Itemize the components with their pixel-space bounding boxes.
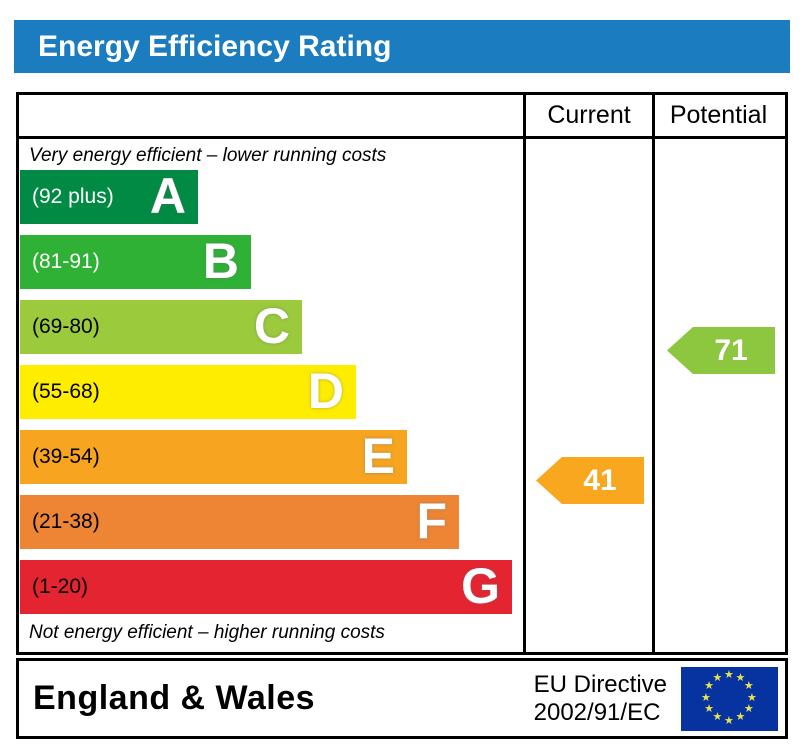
- title-bar: Energy Efficiency Rating: [14, 20, 790, 73]
- eu-star-icon: ★: [743, 680, 754, 692]
- eu-directive-line1: EU Directive: [533, 670, 667, 698]
- page-title: Energy Efficiency Rating: [38, 29, 392, 63]
- band-letter-D: D: [307, 363, 344, 419]
- potential-rating-arrow: 71: [667, 327, 775, 374]
- band-letter-G: G: [461, 558, 500, 614]
- current-rating-arrow-value: 41: [583, 463, 617, 497]
- eu-star-icon: ★: [735, 711, 746, 724]
- band-range-label-B: (81-91): [32, 250, 100, 273]
- band-letter-A: A: [149, 168, 186, 224]
- eu-star-icon: ★: [704, 703, 714, 715]
- band-range-label-G: (1-20): [32, 575, 89, 598]
- column-divider-current: [523, 95, 526, 652]
- band-row-E: (39-54) E: [20, 430, 407, 484]
- band-row-F: (21-38) F: [20, 495, 459, 549]
- bottom-note: Not energy efficient – higher running co…: [29, 622, 385, 643]
- rating-table-inner: Current Potential Very energy efficient …: [19, 95, 785, 652]
- eu-directive-line2: 2002/91/EC: [533, 698, 661, 726]
- eu-star-icon: ★: [735, 671, 746, 684]
- eu-star-icon: ★: [743, 703, 754, 715]
- region-label: England & Wales: [33, 679, 316, 717]
- band-range-label-C: (69-80): [32, 315, 100, 338]
- band-letter-F: F: [416, 493, 447, 549]
- rating-table: Current Potential Very energy efficient …: [16, 92, 788, 655]
- band-letter-C: C: [253, 298, 290, 354]
- column-divider-potential: [652, 95, 655, 652]
- band-range-label-A: (92 plus): [32, 185, 114, 208]
- table-header-row: [19, 95, 785, 139]
- eu-star-icon: ★: [701, 691, 711, 704]
- eu-star-icon: ★: [712, 671, 723, 684]
- top-note: Very energy efficient – lower running co…: [29, 145, 387, 166]
- potential-rating-arrow-value: 71: [714, 333, 748, 367]
- eu-star-icon: ★: [724, 714, 734, 727]
- band-row-C: (69-80) C: [20, 300, 302, 354]
- eu-flag-icon: ★ ★ ★ ★ ★ ★ ★ ★ ★ ★ ★ ★: [681, 666, 778, 731]
- eu-star-icon: ★: [704, 680, 714, 692]
- column-header-potential: Potential: [669, 101, 768, 129]
- bands-container: (92 plus) A (81-91) B (69-80) C (55-68) D (39-54…: [19, 95, 785, 652]
- band-range-label-F: (21-38): [32, 510, 100, 533]
- band-row-G: (1-20) G: [20, 560, 512, 614]
- eu-star-icon: ★: [747, 691, 757, 704]
- eu-star-icon: ★: [712, 711, 723, 724]
- band-letter-E: E: [361, 428, 395, 484]
- band-row-B: (81-91) B: [20, 235, 251, 289]
- band-letter-B: B: [202, 233, 239, 289]
- column-header-current: Current: [547, 101, 631, 129]
- footer: England & Wales EU Directive 2002/91/EC …: [16, 658, 788, 739]
- band-range-label-D: (55-68): [32, 380, 100, 403]
- current-rating-arrow: 41: [536, 457, 644, 504]
- eu-directive-label: EU Directive 2002/91/EC: [534, 671, 681, 726]
- band-range-label-E: (39-54): [32, 445, 100, 468]
- band-row-D: (55-68) D: [20, 365, 356, 419]
- eu-star-icon: ★: [724, 668, 734, 681]
- band-row-A: (92 plus) A: [20, 170, 198, 224]
